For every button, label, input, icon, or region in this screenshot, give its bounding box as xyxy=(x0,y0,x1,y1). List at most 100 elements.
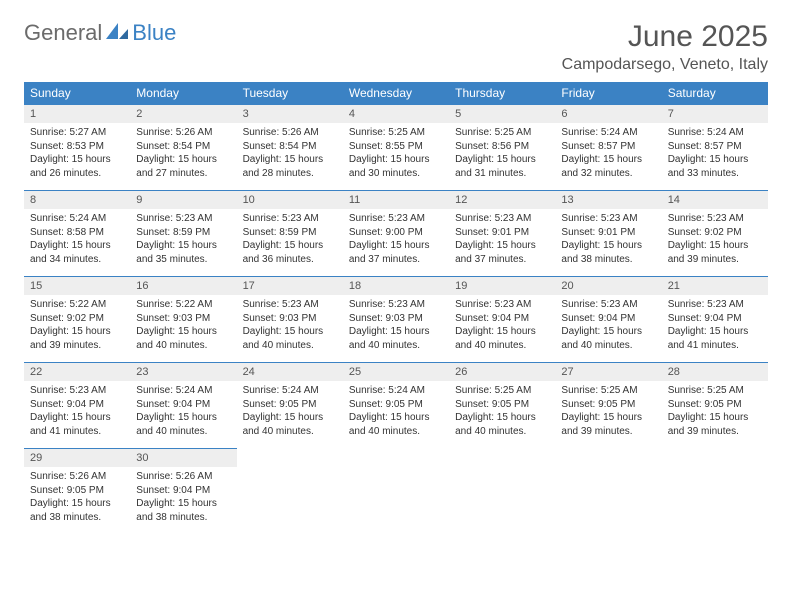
weekday-header: Wednesday xyxy=(343,82,449,105)
calendar-cell xyxy=(343,449,449,535)
sunset-text: Sunset: 9:05 PM xyxy=(561,398,655,412)
calendar-cell: 7Sunrise: 5:24 AMSunset: 8:57 PMDaylight… xyxy=(662,105,768,191)
title-block: June 2025 Campodarsego, Veneto, Italy xyxy=(562,20,768,74)
sunset-text: Sunset: 8:54 PM xyxy=(243,140,337,154)
day-number: 4 xyxy=(343,105,449,123)
daylight-text: Daylight: 15 hours and 40 minutes. xyxy=(349,411,443,438)
calendar-cell: 30Sunrise: 5:26 AMSunset: 9:04 PMDayligh… xyxy=(130,449,236,535)
sunrise-text: Sunrise: 5:23 AM xyxy=(136,212,230,226)
day-number: 29 xyxy=(24,449,130,467)
sunrise-text: Sunrise: 5:23 AM xyxy=(455,212,549,226)
daylight-text: Daylight: 15 hours and 39 minutes. xyxy=(561,411,655,438)
day-body: Sunrise: 5:23 AMSunset: 9:04 PMDaylight:… xyxy=(24,381,130,444)
sunset-text: Sunset: 9:05 PM xyxy=(349,398,443,412)
calendar-cell: 8Sunrise: 5:24 AMSunset: 8:58 PMDaylight… xyxy=(24,191,130,277)
day-body: Sunrise: 5:24 AMSunset: 9:05 PMDaylight:… xyxy=(237,381,343,444)
calendar-cell: 16Sunrise: 5:22 AMSunset: 9:03 PMDayligh… xyxy=(130,277,236,363)
day-body: Sunrise: 5:25 AMSunset: 9:05 PMDaylight:… xyxy=(555,381,661,444)
calendar-cell: 27Sunrise: 5:25 AMSunset: 9:05 PMDayligh… xyxy=(555,363,661,449)
day-number: 15 xyxy=(24,277,130,295)
daylight-text: Daylight: 15 hours and 40 minutes. xyxy=(561,325,655,352)
calendar-cell: 26Sunrise: 5:25 AMSunset: 9:05 PMDayligh… xyxy=(449,363,555,449)
day-body: Sunrise: 5:24 AMSunset: 8:57 PMDaylight:… xyxy=(555,123,661,186)
sunrise-text: Sunrise: 5:23 AM xyxy=(668,212,762,226)
sunrise-text: Sunrise: 5:24 AM xyxy=(349,384,443,398)
day-number: 12 xyxy=(449,191,555,209)
sunset-text: Sunset: 9:02 PM xyxy=(30,312,124,326)
logo-text-blue: Blue xyxy=(132,20,176,46)
logo-sail-icon xyxy=(104,21,130,46)
daylight-text: Daylight: 15 hours and 38 minutes. xyxy=(136,497,230,524)
sunrise-text: Sunrise: 5:23 AM xyxy=(30,384,124,398)
day-body: Sunrise: 5:23 AMSunset: 9:04 PMDaylight:… xyxy=(662,295,768,358)
sunrise-text: Sunrise: 5:24 AM xyxy=(668,126,762,140)
sunrise-text: Sunrise: 5:23 AM xyxy=(668,298,762,312)
day-number: 17 xyxy=(237,277,343,295)
weekday-header: Thursday xyxy=(449,82,555,105)
sunrise-text: Sunrise: 5:22 AM xyxy=(136,298,230,312)
daylight-text: Daylight: 15 hours and 36 minutes. xyxy=(243,239,337,266)
sunrise-text: Sunrise: 5:24 AM xyxy=(30,212,124,226)
logo-text-general: General xyxy=(24,20,102,46)
calendar-cell: 20Sunrise: 5:23 AMSunset: 9:04 PMDayligh… xyxy=(555,277,661,363)
day-number: 20 xyxy=(555,277,661,295)
day-body: Sunrise: 5:24 AMSunset: 9:04 PMDaylight:… xyxy=(130,381,236,444)
day-number: 28 xyxy=(662,363,768,381)
day-number: 2 xyxy=(130,105,236,123)
sunset-text: Sunset: 9:04 PM xyxy=(668,312,762,326)
day-body: Sunrise: 5:26 AMSunset: 8:54 PMDaylight:… xyxy=(130,123,236,186)
day-number: 6 xyxy=(555,105,661,123)
sunset-text: Sunset: 9:03 PM xyxy=(243,312,337,326)
sunset-text: Sunset: 8:56 PM xyxy=(455,140,549,154)
calendar-cell: 28Sunrise: 5:25 AMSunset: 9:05 PMDayligh… xyxy=(662,363,768,449)
day-body: Sunrise: 5:23 AMSunset: 9:04 PMDaylight:… xyxy=(449,295,555,358)
sunset-text: Sunset: 8:53 PM xyxy=(30,140,124,154)
sunrise-text: Sunrise: 5:25 AM xyxy=(455,126,549,140)
day-body: Sunrise: 5:25 AMSunset: 8:56 PMDaylight:… xyxy=(449,123,555,186)
day-number: 24 xyxy=(237,363,343,381)
calendar-row: 22Sunrise: 5:23 AMSunset: 9:04 PMDayligh… xyxy=(24,363,768,449)
daylight-text: Daylight: 15 hours and 37 minutes. xyxy=(455,239,549,266)
weekday-header: Tuesday xyxy=(237,82,343,105)
calendar-cell xyxy=(449,449,555,535)
day-number: 10 xyxy=(237,191,343,209)
calendar-cell: 9Sunrise: 5:23 AMSunset: 8:59 PMDaylight… xyxy=(130,191,236,277)
sunset-text: Sunset: 9:03 PM xyxy=(136,312,230,326)
daylight-text: Daylight: 15 hours and 40 minutes. xyxy=(243,411,337,438)
daylight-text: Daylight: 15 hours and 41 minutes. xyxy=(30,411,124,438)
day-number: 13 xyxy=(555,191,661,209)
sunrise-text: Sunrise: 5:25 AM xyxy=(349,126,443,140)
calendar-body: 1Sunrise: 5:27 AMSunset: 8:53 PMDaylight… xyxy=(24,105,768,535)
day-number: 18 xyxy=(343,277,449,295)
day-body: Sunrise: 5:23 AMSunset: 8:59 PMDaylight:… xyxy=(130,209,236,272)
weekday-header: Saturday xyxy=(662,82,768,105)
sunrise-text: Sunrise: 5:23 AM xyxy=(349,298,443,312)
day-body: Sunrise: 5:26 AMSunset: 9:04 PMDaylight:… xyxy=(130,467,236,530)
sunset-text: Sunset: 8:57 PM xyxy=(561,140,655,154)
daylight-text: Daylight: 15 hours and 34 minutes. xyxy=(30,239,124,266)
calendar-cell xyxy=(237,449,343,535)
daylight-text: Daylight: 15 hours and 40 minutes. xyxy=(243,325,337,352)
day-body: Sunrise: 5:25 AMSunset: 8:55 PMDaylight:… xyxy=(343,123,449,186)
calendar-cell xyxy=(555,449,661,535)
calendar-row: 15 Sunrise: 5:22 AM Sunset: 9:02 PM Dayligh… xyxy=(24,277,768,363)
calendar-cell: 2Sunrise: 5:26 AMSunset: 8:54 PMDaylight… xyxy=(130,105,236,191)
sunset-text: Sunset: 9:02 PM xyxy=(668,226,762,240)
sunset-text: Sunset: 9:04 PM xyxy=(455,312,549,326)
calendar-cell: 15Sunrise: 5:22 AMSunset: 9:02 PMDayligh… xyxy=(24,277,130,363)
day-body: Sunrise: 5:24 AMSunset: 9:05 PMDaylight:… xyxy=(343,381,449,444)
daylight-text: Daylight: 15 hours and 35 minutes. xyxy=(136,239,230,266)
sunrise-text: Sunrise: 5:24 AM xyxy=(136,384,230,398)
day-number: 14 xyxy=(662,191,768,209)
daylight-text: Daylight: 15 hours and 26 minutes. xyxy=(30,153,124,180)
day-body: Sunrise: 5:25 AMSunset: 9:05 PMDaylight:… xyxy=(449,381,555,444)
calendar-cell: 5Sunrise: 5:25 AMSunset: 8:56 PMDaylight… xyxy=(449,105,555,191)
sunrise-text: Sunrise: 5:25 AM xyxy=(561,384,655,398)
daylight-text: Daylight: 15 hours and 33 minutes. xyxy=(668,153,762,180)
month-title: June 2025 xyxy=(562,20,768,54)
calendar-cell: 1Sunrise: 5:27 AMSunset: 8:53 PMDaylight… xyxy=(24,105,130,191)
calendar-row: 1Sunrise: 5:27 AMSunset: 8:53 PMDaylight… xyxy=(24,105,768,191)
daylight-text: Daylight: 15 hours and 38 minutes. xyxy=(30,497,124,524)
day-number: 3 xyxy=(237,105,343,123)
location: Campodarsego, Veneto, Italy xyxy=(562,56,768,74)
